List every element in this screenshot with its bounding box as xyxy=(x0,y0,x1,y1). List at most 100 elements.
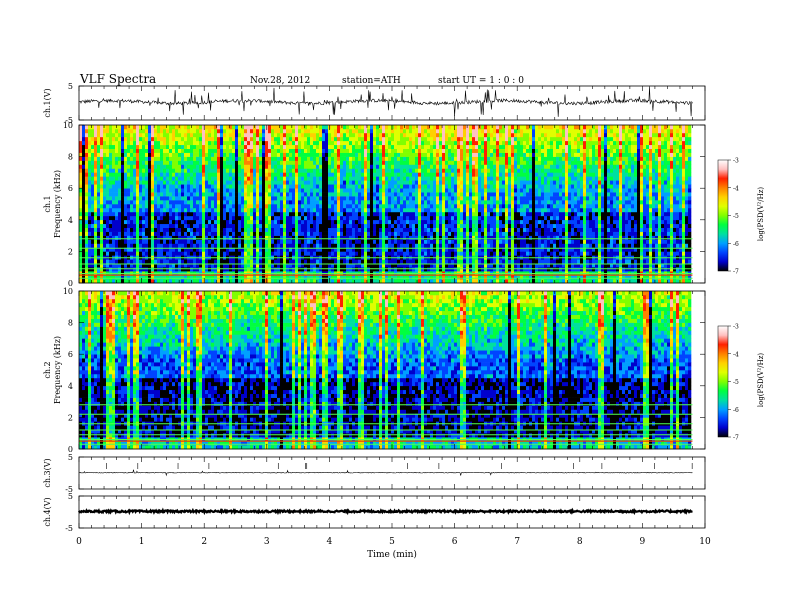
psd-cell xyxy=(193,152,197,157)
psd-cell xyxy=(232,235,236,240)
psd-cell xyxy=(340,200,344,205)
psd-cell xyxy=(436,235,440,240)
psd-cell xyxy=(277,263,281,268)
psd-cell xyxy=(139,259,143,264)
psd-cell xyxy=(283,176,287,181)
psd-cell xyxy=(238,188,242,193)
psd-cell xyxy=(403,156,407,161)
psd-cell xyxy=(448,243,452,248)
psd-cell xyxy=(229,219,233,225)
psd-cell xyxy=(109,263,113,268)
psd-cell xyxy=(319,279,323,284)
psd-cell xyxy=(112,184,116,189)
psd-cell xyxy=(241,235,245,240)
psd-cell xyxy=(424,128,428,134)
psd-cell xyxy=(202,196,206,201)
psd-cell xyxy=(103,215,107,221)
psd-cell xyxy=(403,211,407,217)
psd-cell xyxy=(106,227,110,232)
psd-cell xyxy=(151,200,155,205)
psd-cell xyxy=(268,152,272,157)
psd-cell xyxy=(280,243,284,248)
psd-cell xyxy=(223,128,227,134)
psd-cell xyxy=(208,235,212,240)
psd-cell xyxy=(400,176,404,181)
psd-cell xyxy=(160,279,164,284)
psd-cell xyxy=(85,160,89,165)
psd-cell xyxy=(268,200,272,205)
psd-cell xyxy=(184,279,188,284)
psd-cell xyxy=(364,235,368,240)
psd-cell xyxy=(388,188,392,193)
psd-cell xyxy=(139,196,143,201)
psd-cell xyxy=(397,196,401,201)
psd-cell xyxy=(439,196,443,201)
psd-cell xyxy=(151,259,155,264)
psd-cell xyxy=(229,251,233,256)
psd-cell xyxy=(241,125,245,130)
psd-cell xyxy=(121,207,125,213)
psd-cell xyxy=(250,211,254,217)
psd-cell xyxy=(127,164,131,169)
psd-cell xyxy=(223,275,227,280)
psd-cell xyxy=(334,156,338,161)
psd-cell xyxy=(271,219,275,225)
psd-cell xyxy=(262,215,266,221)
psd-cell xyxy=(334,211,338,217)
psd-cell xyxy=(412,152,416,157)
psd-cell xyxy=(316,219,320,225)
psd-cell xyxy=(319,235,323,240)
psd-cell xyxy=(304,128,308,134)
psd-cell xyxy=(241,144,245,149)
psd-cell xyxy=(118,231,122,236)
psd-cell xyxy=(397,227,401,232)
psd-cell xyxy=(322,172,326,177)
psd-cell xyxy=(97,200,101,205)
psd-cell xyxy=(436,196,440,201)
psd-cell xyxy=(211,223,215,228)
psd-cell xyxy=(256,200,260,205)
psd-cell xyxy=(385,223,389,228)
psd-cell xyxy=(406,140,410,146)
psd-cell xyxy=(115,267,119,272)
psd-cell xyxy=(199,267,203,272)
psd-cell xyxy=(343,152,347,157)
psd-cell xyxy=(130,211,134,217)
psd-cell xyxy=(415,192,419,197)
psd-cell xyxy=(253,188,257,193)
psd-cell xyxy=(286,251,290,256)
psd-cell xyxy=(283,207,287,213)
psd-cell xyxy=(385,235,389,240)
psd-cell xyxy=(391,223,395,228)
psd-cell xyxy=(193,215,197,221)
psd-cell xyxy=(253,176,257,181)
psd-cell xyxy=(313,180,317,185)
psd-cell xyxy=(214,180,218,185)
psd-cell xyxy=(127,180,131,185)
psd-cell xyxy=(220,125,224,130)
psd-cell xyxy=(250,235,254,240)
psd-cell xyxy=(418,231,422,236)
psd-cell xyxy=(121,227,125,232)
psd-cell xyxy=(400,279,404,284)
psd-cell xyxy=(217,144,221,149)
psd-cell xyxy=(79,259,83,264)
psd-cell xyxy=(289,275,293,280)
psd-cell xyxy=(175,180,179,185)
psd-cell xyxy=(244,211,248,217)
psd-cell xyxy=(169,239,173,244)
psd-cell xyxy=(112,188,116,193)
psd-cell xyxy=(133,184,137,189)
psd-cell xyxy=(232,200,236,205)
psd-cell xyxy=(220,184,224,189)
psd-cell xyxy=(286,180,290,185)
psd-cell xyxy=(106,132,110,138)
psd-cell xyxy=(298,239,302,244)
psd-cell xyxy=(268,215,272,221)
psd-cell xyxy=(319,196,323,201)
psd-cell xyxy=(394,156,398,161)
psd-cell xyxy=(220,176,224,181)
psd-cell xyxy=(85,196,89,201)
psd-cell xyxy=(253,215,257,221)
psd-cell xyxy=(259,132,263,138)
